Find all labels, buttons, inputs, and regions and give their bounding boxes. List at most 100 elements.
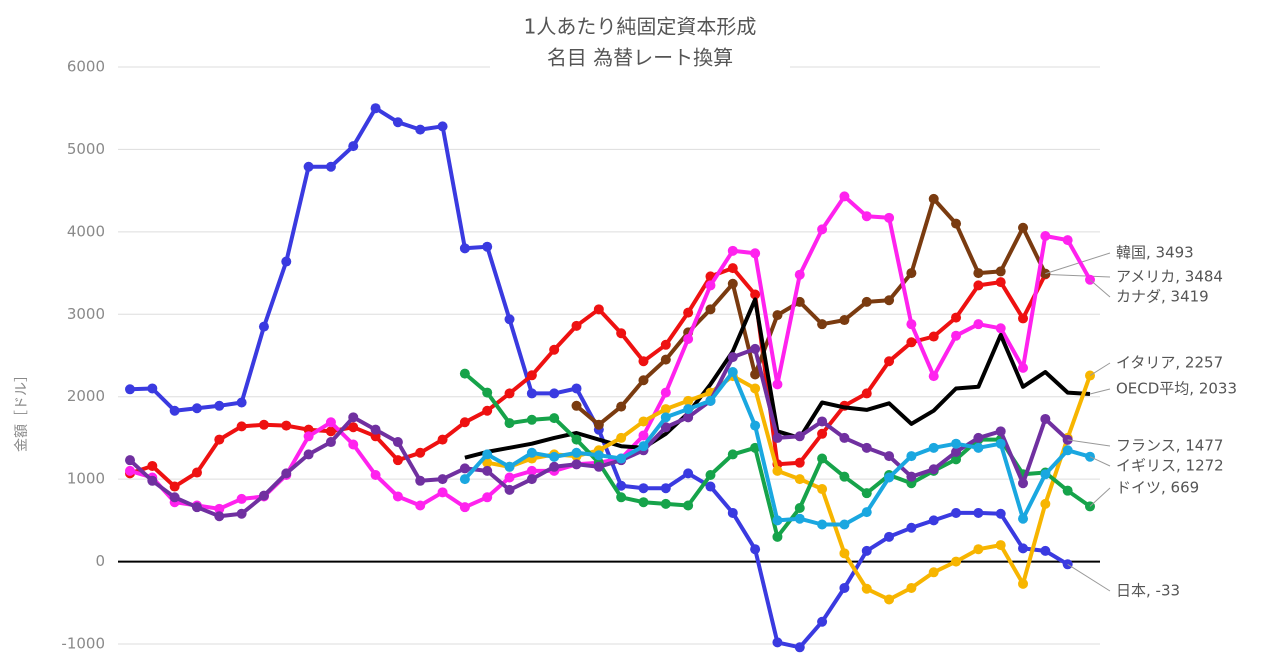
point <box>504 314 515 325</box>
point <box>861 488 872 499</box>
point <box>973 268 984 279</box>
point <box>1062 485 1073 496</box>
point <box>660 498 671 509</box>
point <box>660 422 671 433</box>
point <box>348 439 359 450</box>
subtitle-bg <box>490 44 790 74</box>
point <box>616 492 627 503</box>
point <box>616 453 627 464</box>
point <box>1040 545 1051 556</box>
point <box>459 502 470 513</box>
point <box>683 412 694 423</box>
point <box>214 511 225 522</box>
point <box>660 412 671 423</box>
point <box>995 540 1006 551</box>
point <box>370 103 381 114</box>
point <box>459 243 470 254</box>
point <box>571 459 582 470</box>
end-label: 日本, -33 <box>1116 582 1180 600</box>
point <box>348 412 359 423</box>
point <box>1040 498 1051 509</box>
point <box>861 583 872 594</box>
point <box>683 334 694 345</box>
point <box>459 417 470 428</box>
point <box>705 280 716 291</box>
point <box>928 442 939 453</box>
point <box>236 508 247 519</box>
point <box>750 383 761 394</box>
point <box>191 467 202 478</box>
point <box>660 387 671 398</box>
point <box>1062 445 1073 456</box>
point <box>995 426 1006 437</box>
point <box>817 416 828 427</box>
point <box>169 481 180 492</box>
point <box>861 442 872 453</box>
point <box>482 405 493 416</box>
point <box>125 465 135 476</box>
point <box>884 531 895 542</box>
point <box>750 343 761 354</box>
point <box>839 548 850 559</box>
point <box>415 475 426 486</box>
point <box>817 616 828 627</box>
point <box>1040 413 1051 424</box>
chart-title: 1人あたり純固定資本形成 <box>524 15 757 39</box>
point <box>750 369 761 380</box>
point <box>616 432 627 443</box>
point <box>951 438 962 449</box>
point <box>415 447 426 458</box>
point <box>638 375 649 386</box>
point <box>348 141 359 152</box>
point <box>638 430 649 441</box>
point <box>906 319 917 330</box>
end-label: 韓国, 3493 <box>1116 244 1194 262</box>
point <box>1018 222 1029 233</box>
point <box>504 388 515 399</box>
point <box>817 319 828 330</box>
point <box>727 366 738 377</box>
point <box>794 502 805 513</box>
point <box>951 446 962 457</box>
point <box>616 480 627 491</box>
series-line <box>575 196 1048 427</box>
point <box>794 642 805 653</box>
point <box>750 289 761 300</box>
point <box>794 431 805 442</box>
point <box>839 471 850 482</box>
point <box>772 637 783 648</box>
point <box>906 268 917 279</box>
point <box>526 447 537 458</box>
point <box>571 320 582 331</box>
point <box>705 304 716 315</box>
end-label: カナダ, 3419 <box>1116 288 1209 306</box>
point <box>839 432 850 443</box>
point <box>482 449 493 460</box>
point <box>125 384 135 395</box>
point <box>750 544 761 555</box>
point <box>973 507 984 518</box>
point <box>236 397 247 408</box>
point <box>459 368 470 379</box>
point <box>906 337 917 348</box>
y-tick-label: 3000 <box>67 305 105 323</box>
point <box>482 241 493 252</box>
point <box>169 492 180 503</box>
point <box>683 468 694 479</box>
y-tick-label: 0 <box>95 552 105 570</box>
point <box>415 500 426 511</box>
point <box>482 387 493 398</box>
point <box>549 388 560 399</box>
point <box>884 472 895 483</box>
point <box>191 403 202 414</box>
point <box>861 211 872 222</box>
point <box>571 383 582 394</box>
point <box>794 457 805 468</box>
point <box>370 470 381 481</box>
point <box>303 449 314 460</box>
point <box>348 422 359 433</box>
point <box>861 296 872 307</box>
point <box>1018 543 1029 554</box>
point <box>794 474 805 485</box>
point <box>325 426 336 437</box>
